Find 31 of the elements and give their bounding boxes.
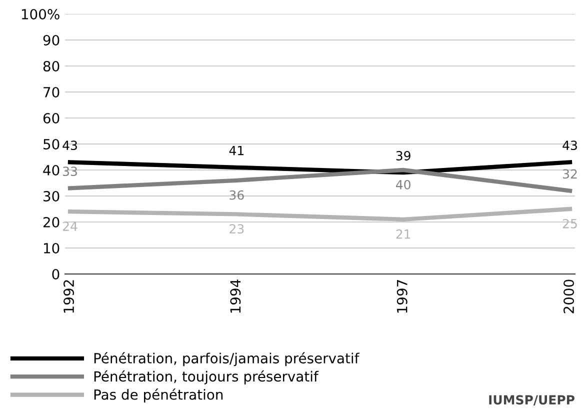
x-tick-label: 1997 <box>396 280 408 313</box>
y-tick-label: 30 <box>44 190 60 202</box>
data-label: 24 <box>62 222 78 231</box>
text: IUMSP/UEPP <box>489 395 574 406</box>
data-label: 23 <box>230 224 244 234</box>
data-label: 32 <box>563 169 577 179</box>
y-tick-label: 70 <box>44 86 60 98</box>
legend-label: Pas de pénétration <box>94 388 223 402</box>
data-label: 43 <box>62 140 77 150</box>
legend-label: Pénétration, parfois/jamais préservatif <box>94 352 360 366</box>
data-label: 39 <box>396 151 410 160</box>
data-label: 41 <box>229 146 244 156</box>
y-tick-label: 10 <box>44 242 60 254</box>
data-label: 33 <box>63 166 77 176</box>
x-tick-label: 1992 <box>64 280 74 313</box>
data-label: 21 <box>396 229 410 239</box>
data-label: 43 <box>562 140 577 150</box>
y-tick-label: 50 <box>44 138 60 150</box>
y-tick-label: 0 <box>52 268 60 280</box>
y-tick-label: 100% <box>22 8 60 20</box>
y-tick-label: 90 <box>43 34 60 46</box>
data-label: 25 <box>562 218 577 228</box>
y-tick-label: 80 <box>43 60 60 72</box>
y-tick-label: 60 <box>43 112 60 124</box>
data-label: 36 <box>230 190 244 200</box>
x-tick-label: 1994 <box>230 280 241 313</box>
legend-label: Pénétration, toujours préservatif <box>94 370 319 384</box>
data-label: 40 <box>396 180 410 190</box>
y-tick-label: 40 <box>43 164 60 176</box>
x-tick-label: 2000 <box>564 280 574 314</box>
y-tick-label: 20 <box>43 216 60 228</box>
